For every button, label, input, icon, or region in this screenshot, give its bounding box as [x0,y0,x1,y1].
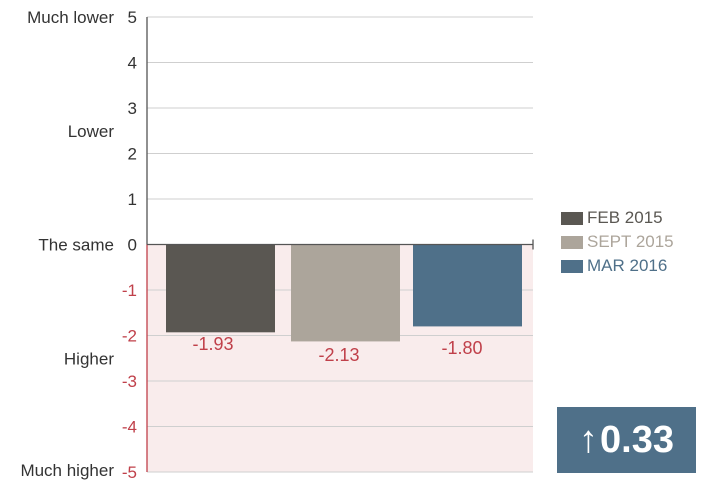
bar [166,244,275,333]
y-tick-label: 4 [128,54,137,73]
data-label: -1.80 [441,338,482,358]
legend-item-feb-2015: FEB 2015 [561,206,674,230]
category-label: Much higher [20,461,114,480]
legend-swatch [561,211,583,225]
category-labels: Much lower Lower The same Higher Much higher [20,8,114,480]
data-label: -2.13 [318,345,359,365]
axes [146,17,534,472]
data-label: -1.93 [192,334,233,354]
legend-item-mar-2016: MAR 2016 [561,254,674,278]
data-labels: -1.93 -2.13 -1.80 [192,334,482,365]
legend-swatch [561,235,583,249]
y-tick-label: 1 [128,190,137,209]
change-badge: ↑ 0.33 [557,407,696,473]
y-tick-label: 2 [128,145,137,164]
category-label: The same [38,236,114,255]
bars [166,244,522,342]
y-tick-label: -3 [122,372,137,391]
y-tick-label: -4 [122,418,137,437]
category-label: Higher [64,349,114,368]
category-label: Much lower [27,8,114,27]
legend-label: FEB 2015 [587,208,663,227]
bar [413,244,522,327]
category-label: Lower [68,122,115,141]
legend-label: MAR 2016 [587,256,668,275]
y-tick-label: 3 [128,99,137,118]
y-tick-label: 0 [128,236,137,255]
legend-item-sept-2015: SEPT 2015 [561,230,674,254]
y-tick-label: -2 [122,327,137,346]
legend: FEB 2015 SEPT 2015 MAR 2016 [561,206,674,278]
y-tick-label: -1 [122,281,137,300]
y-tick-label: -5 [122,463,137,482]
change-value: 0.33 [600,418,674,461]
legend-swatch [561,259,583,273]
y-tick-label: 5 [128,8,137,27]
legend-label: SEPT 2015 [587,232,674,251]
arrow-up-icon: ↑ [579,418,599,461]
bar [291,244,400,342]
y-tick-labels: 5 4 3 2 1 0 -1 -2 -3 -4 -5 [122,8,137,482]
